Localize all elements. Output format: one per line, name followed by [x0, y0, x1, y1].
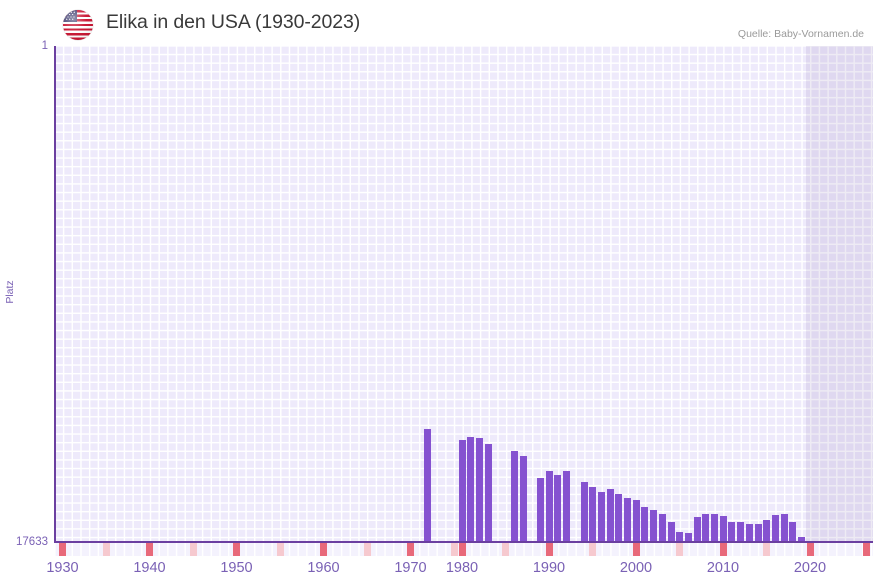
- bar[interactable]: [589, 487, 597, 542]
- plot-area: [55, 46, 873, 542]
- bar[interactable]: [771, 515, 779, 542]
- tick-major: [545, 543, 553, 556]
- bar[interactable]: [641, 507, 649, 542]
- bar[interactable]: [780, 514, 788, 542]
- flag-canton: [63, 10, 77, 22]
- bar[interactable]: [763, 520, 771, 542]
- tick-major: [862, 543, 870, 556]
- x-axis-tick-band: [55, 543, 873, 556]
- tick-major: [146, 543, 154, 556]
- x-tick-label-1990: 1990: [532, 560, 566, 576]
- bar[interactable]: [563, 471, 571, 542]
- bar[interactable]: [510, 451, 518, 542]
- bar[interactable]: [545, 471, 553, 542]
- tick-minor: [189, 543, 197, 556]
- bar[interactable]: [632, 500, 640, 542]
- bar[interactable]: [424, 429, 432, 542]
- tick-major: [320, 543, 328, 556]
- bar[interactable]: [658, 514, 666, 542]
- bar[interactable]: [537, 478, 545, 542]
- tick-minor: [363, 543, 371, 556]
- bar[interactable]: [737, 522, 745, 542]
- bar[interactable]: [711, 514, 719, 542]
- tick-major: [407, 543, 415, 556]
- bar[interactable]: [597, 492, 605, 542]
- bar[interactable]: [650, 510, 658, 542]
- x-tick-label-1930: 1930: [46, 560, 79, 576]
- tick-minor: [450, 543, 458, 556]
- us-flag-icon: [63, 10, 93, 40]
- x-tick-label-1970: 1970: [394, 560, 427, 576]
- bar[interactable]: [458, 440, 466, 542]
- chart-header: Elika in den USA (1930-2023) Quelle: Bab…: [0, 0, 873, 46]
- bar[interactable]: [728, 522, 736, 542]
- tick-minor: [676, 543, 684, 556]
- bar[interactable]: [476, 438, 484, 542]
- tick-minor: [502, 543, 510, 556]
- bar[interactable]: [789, 522, 797, 542]
- tick-minor: [763, 543, 771, 556]
- tick-major: [59, 543, 67, 556]
- x-tick-label-2010: 2010: [706, 560, 740, 576]
- tick-minor: [589, 543, 597, 556]
- tick-major: [806, 543, 814, 556]
- bar[interactable]: [554, 475, 562, 542]
- bar[interactable]: [519, 456, 527, 542]
- flag-gloss: [63, 10, 93, 40]
- tick-minor: [102, 543, 110, 556]
- x-tick-label-1980: 1980: [445, 560, 479, 576]
- y-axis-line: [54, 46, 56, 543]
- x-tick-label-1940: 1940: [133, 560, 166, 576]
- y-axis-title: Platz: [4, 280, 16, 304]
- x-axis-line: [54, 541, 873, 543]
- x-tick-label-1950: 1950: [220, 560, 253, 576]
- tick-major: [632, 543, 640, 556]
- bar[interactable]: [693, 517, 701, 542]
- tick-minor: [276, 543, 284, 556]
- tick-major: [458, 543, 466, 556]
- bar[interactable]: [754, 524, 762, 542]
- bar[interactable]: [745, 524, 753, 542]
- bar[interactable]: [684, 533, 692, 542]
- page-title: Elika in den USA (1930-2023): [106, 11, 361, 33]
- bar[interactable]: [606, 489, 614, 542]
- bar[interactable]: [615, 494, 623, 542]
- x-tick-label-2000: 2000: [619, 560, 653, 576]
- y-axis-top-label: 1: [41, 40, 48, 52]
- bar[interactable]: [580, 482, 588, 542]
- bar-series: [55, 46, 873, 542]
- bar[interactable]: [467, 437, 475, 542]
- bar[interactable]: [624, 498, 632, 542]
- x-tick-label-1960: 1960: [307, 560, 340, 576]
- bar[interactable]: [484, 444, 492, 542]
- source-attribution: Quelle: Baby-Vornamen.de: [737, 28, 864, 40]
- flag-stars: [64, 11, 76, 21]
- bar[interactable]: [702, 514, 710, 542]
- bar[interactable]: [676, 532, 684, 542]
- bar[interactable]: [719, 516, 727, 542]
- tick-major: [719, 543, 727, 556]
- bar[interactable]: [798, 537, 806, 542]
- tick-major: [233, 543, 241, 556]
- bar[interactable]: [667, 522, 675, 542]
- y-axis-bottom-label: 17633: [16, 536, 48, 548]
- x-tick-label-2020: 2020: [793, 560, 827, 576]
